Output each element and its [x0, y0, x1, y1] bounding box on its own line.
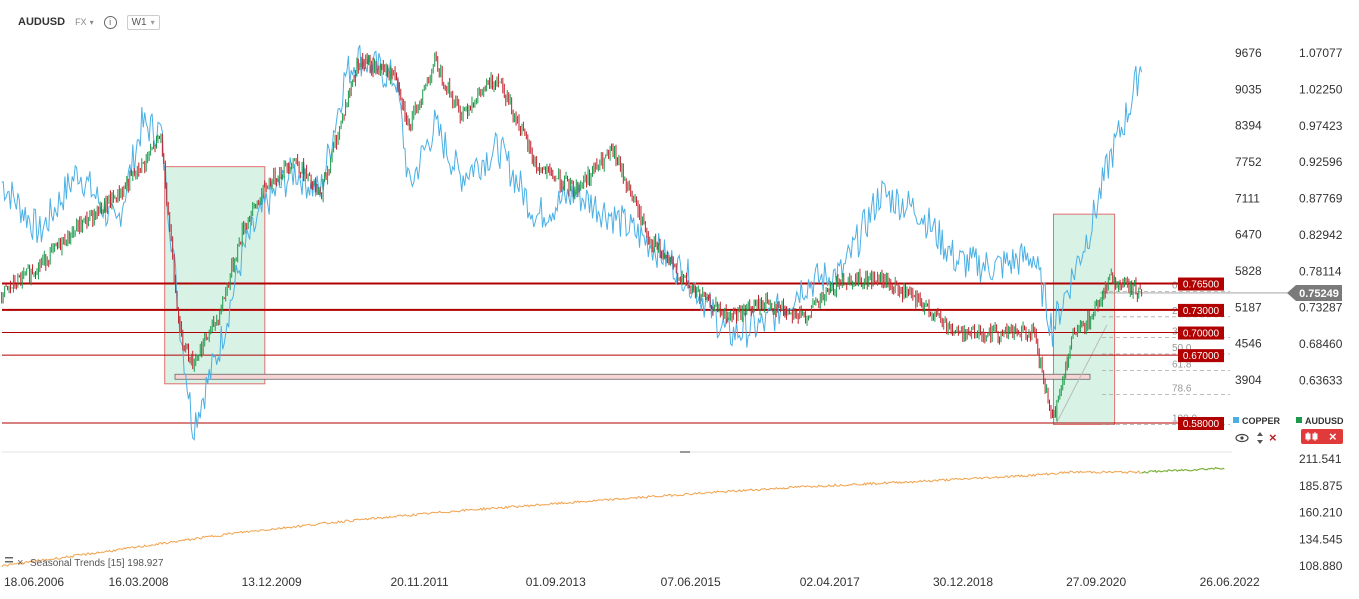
y-right-tick-label: 0.82942	[1299, 228, 1343, 242]
copper-series-line	[1, 45, 1143, 441]
y-left-tick-label: 4546	[1235, 337, 1262, 351]
current-price-tag	[1287, 284, 1342, 301]
legend-label: AUDUSD	[1305, 416, 1344, 426]
level-label: 0.73000	[1183, 306, 1220, 317]
y-left-tick-label: 3904	[1235, 373, 1262, 387]
menu-icon[interactable]	[5, 561, 13, 563]
info-icon[interactable]: i	[103, 15, 117, 29]
pane-resize-handle[interactable]	[680, 451, 690, 453]
seasonal-y-tick-label: 134.545	[1299, 532, 1343, 546]
interval-select[interactable]: W1 ▾	[126, 14, 160, 30]
y-left-tick-label: 8394	[1235, 119, 1262, 133]
fib-label: 61.8	[1172, 360, 1192, 371]
market-type-label: FX	[75, 17, 87, 27]
market-type-select[interactable]: FX ▾	[75, 17, 94, 27]
y-right-tick-label: 0.68460	[1299, 337, 1343, 351]
level-tag[interactable]	[1178, 349, 1224, 363]
seasonal-title: Seasonal Trends [15] 198.927	[30, 558, 164, 569]
y-right-tick-label: 0.87769	[1299, 192, 1343, 206]
axes: 9676 9035 8394 7752 7111 6470 5828 5187 4546 3904…	[4, 46, 1343, 589]
candles-icon[interactable]	[1305, 432, 1318, 441]
level-label: 0.70000	[1183, 329, 1220, 340]
x-tick-label: 18.06.2006	[4, 575, 64, 589]
chart-toolbar: AUDUSD FX ▾ i W1 ▾	[18, 12, 160, 32]
legend: COPPER AUDUSD × ×	[1233, 416, 1344, 445]
x-tick-label: 01.09.2013	[526, 575, 586, 589]
y-left-tick-label: 5828	[1235, 264, 1262, 278]
y-left-tick-label: 9035	[1235, 82, 1262, 96]
menu-icon[interactable]	[5, 557, 13, 559]
horizontal-band[interactable]	[174, 373, 1091, 380]
level-label: 0.67000	[1183, 351, 1220, 362]
chevron-down-icon: ▾	[89, 17, 94, 27]
close-icon: ×	[1329, 429, 1337, 444]
seasonal-y-tick-label: 108.880	[1299, 559, 1343, 573]
seasonal-y-tick-label: 185.875	[1299, 479, 1343, 493]
y-right-tick-label: 1.02250	[1299, 82, 1343, 96]
x-tick-label: 27.09.2020	[1066, 575, 1126, 589]
main-series	[1, 45, 1143, 441]
symbol-label[interactable]: AUDUSD	[18, 16, 66, 28]
audusd-controls: ×	[1301, 429, 1343, 444]
y-left-tick-label: 7111	[1235, 191, 1260, 205]
highlight-zone-2008[interactable]	[164, 166, 266, 385]
current-price-label: 0.75249	[1299, 288, 1339, 300]
x-tick-label: 13.12.2009	[242, 575, 302, 589]
y-left-tick-label: 6470	[1235, 228, 1262, 242]
legend-swatch	[1233, 417, 1239, 423]
copper-controls: ×	[1235, 430, 1277, 445]
seasonal-line	[1, 470, 1142, 567]
eye-pupil	[1240, 436, 1244, 440]
x-tick-label: 16.03.2008	[109, 575, 169, 589]
seasonal-projection-line	[1141, 466, 1225, 474]
seasonal-y-tick-label: 160.210	[1299, 506, 1343, 520]
y-left-tick-label: 7752	[1235, 155, 1262, 169]
fib-label: 50.0	[1172, 343, 1192, 354]
level-tag[interactable]	[1178, 277, 1224, 291]
y-left-tick-label: 9676	[1235, 46, 1262, 60]
support-resistance-levels: 0.76500 0.73000 0.70000 0.67000 0.58000 0.752…	[2, 277, 1342, 430]
close-icon: ×	[17, 557, 23, 569]
audusd-candles	[1, 51, 1143, 422]
audusd-controls-bg[interactable]	[1301, 429, 1343, 444]
x-tick-label: 20.11.2011	[390, 575, 449, 589]
seasonal-trends-series: × Seasonal Trends [15] 198.927	[1, 466, 1225, 569]
fib-label: 78.6	[1172, 383, 1192, 394]
eye-icon[interactable]	[1235, 433, 1249, 443]
y-right-tick-label: 1.07077	[1299, 46, 1343, 60]
level-tag[interactable]	[1178, 303, 1224, 317]
highlight-zones	[164, 166, 1116, 426]
level-label: 0.76500	[1183, 280, 1220, 291]
seasonal-header: × Seasonal Trends [15] 198.927	[5, 557, 164, 569]
seasonal-y-tick-label: 211.541	[1299, 452, 1342, 466]
reorder-icon[interactable]	[1257, 432, 1263, 444]
y-right-tick-label: 0.63633	[1299, 374, 1343, 388]
x-tick-label: 30.12.2018	[933, 575, 993, 589]
level-label: 0.58000	[1183, 419, 1220, 430]
interval-label: W1	[131, 16, 147, 28]
x-tick-label: 07.06.2015	[661, 575, 721, 589]
x-tick-label: 26.06.2022	[1200, 575, 1260, 589]
y-left-tick-label: 5187	[1235, 300, 1262, 314]
y-right-tick-label: 0.97423	[1299, 119, 1343, 133]
legend-label: COPPER	[1242, 416, 1281, 426]
close-icon: ×	[1269, 430, 1277, 445]
legend-swatch	[1296, 417, 1302, 423]
x-tick-label: 02.04.2017	[800, 575, 860, 589]
y-right-tick-label: 0.92596	[1299, 155, 1343, 169]
y-right-tick-label: 0.78114	[1299, 264, 1342, 278]
level-tag[interactable]	[1178, 326, 1224, 340]
highlight-zone-2020[interactable]	[1052, 213, 1116, 426]
fib-trend-line	[1056, 324, 1108, 424]
chevron-down-icon: ▾	[150, 17, 155, 27]
grid-lines	[2, 451, 1232, 453]
level-tag[interactable]	[1178, 417, 1224, 430]
y-right-tick-label: 0.73287	[1299, 301, 1343, 315]
